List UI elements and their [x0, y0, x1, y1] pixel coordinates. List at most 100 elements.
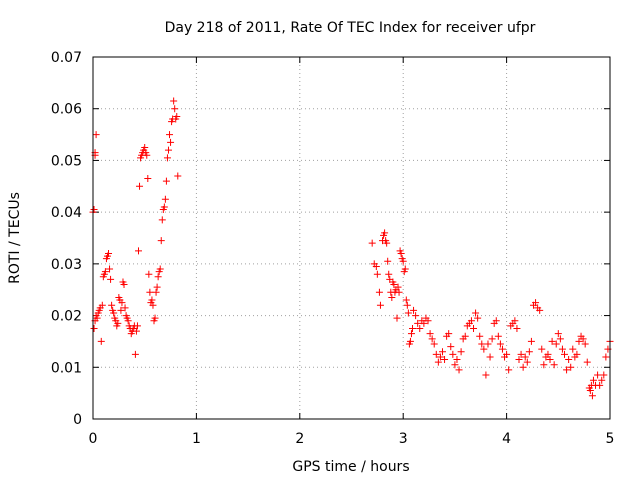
- data-point: [404, 309, 412, 317]
- data-point: [546, 356, 554, 364]
- data-point: [399, 257, 407, 265]
- data-point: [449, 350, 457, 358]
- data-point: [600, 371, 608, 379]
- data-point: [410, 306, 418, 314]
- data-point: [455, 366, 463, 374]
- data-point: [160, 203, 168, 211]
- data-point: [470, 325, 478, 332]
- y-tick-label: 0.02: [51, 309, 82, 325]
- data-point: [173, 112, 181, 120]
- data-point: [416, 325, 424, 332]
- data-point: [453, 356, 461, 364]
- data-point: [420, 319, 428, 327]
- data-point: [90, 206, 98, 214]
- data-point: [488, 335, 496, 343]
- data-point: [414, 319, 422, 327]
- data-point: [503, 350, 511, 358]
- data-point: [594, 371, 602, 379]
- data-point: [602, 353, 610, 361]
- data-point: [162, 177, 170, 185]
- data-point: [558, 345, 566, 353]
- data-point: [556, 335, 564, 343]
- data-point: [554, 330, 562, 338]
- data-point: [108, 301, 116, 309]
- y-tick-label: 0.01: [51, 360, 82, 376]
- data-point: [441, 356, 449, 364]
- x-tick-label: 5: [606, 431, 615, 447]
- data-point: [105, 250, 113, 258]
- data-point: [373, 270, 381, 278]
- data-point: [93, 314, 101, 322]
- data-point: [153, 283, 161, 291]
- grid-lines: [93, 57, 610, 419]
- data-point: [403, 301, 411, 309]
- data-point: [544, 350, 552, 358]
- data-point: [97, 337, 105, 345]
- data-point: [588, 392, 596, 400]
- data-point: [540, 361, 548, 369]
- data-point: [132, 327, 140, 335]
- data-point: [447, 343, 455, 351]
- data-point: [163, 154, 171, 162]
- data-point: [424, 317, 432, 325]
- data-point: [166, 131, 174, 139]
- data-point: [525, 348, 533, 356]
- data-point: [174, 172, 182, 180]
- data-point: [90, 325, 98, 332]
- data-point: [589, 376, 597, 384]
- y-tick-label: 0.05: [51, 153, 82, 169]
- data-point: [498, 345, 506, 353]
- data-point: [144, 175, 152, 183]
- data-point: [401, 265, 409, 273]
- data-point: [438, 348, 446, 356]
- data-point: [581, 340, 589, 348]
- data-point: [517, 350, 525, 358]
- data-point: [598, 376, 606, 384]
- data-point: [131, 350, 139, 358]
- y-tick-label: 0: [73, 412, 82, 428]
- chart-title: Day 218 of 2011, Rate Of TEC Index for r…: [165, 20, 536, 36]
- data-point: [149, 301, 157, 309]
- data-point: [385, 270, 393, 278]
- data-point: [550, 361, 558, 369]
- data-point: [134, 247, 142, 255]
- data-point: [428, 335, 436, 343]
- data-point: [596, 381, 604, 389]
- x-tick-label: 3: [399, 431, 408, 447]
- data-point: [394, 283, 402, 291]
- data-point: [505, 366, 513, 374]
- y-tick-label: 0.07: [51, 50, 82, 66]
- data-point: [368, 239, 376, 247]
- data-point: [146, 288, 154, 296]
- data-point: [521, 353, 529, 361]
- data-point: [409, 325, 417, 332]
- y-tick-label: 0.03: [51, 257, 82, 273]
- tick-labels: 0 1 2 3 4 5 0 0.01 0.02 0.03 0.04 0.05 0.06 0.07: [51, 50, 615, 447]
- data-point: [484, 340, 492, 348]
- y-axis-title: ROTI / TECUs: [7, 192, 23, 284]
- data-point: [586, 387, 594, 395]
- data-point: [579, 335, 587, 343]
- data-point: [426, 330, 434, 338]
- data-point: [110, 309, 118, 317]
- data-point: [397, 250, 405, 258]
- data-point: [167, 138, 175, 146]
- data-point: [430, 340, 438, 348]
- data-point: [467, 317, 475, 325]
- data-point: [515, 356, 523, 364]
- data-point: [478, 340, 486, 348]
- data-point: [117, 306, 125, 314]
- data-point: [565, 356, 573, 364]
- data-point: [402, 296, 410, 304]
- data-point: [372, 262, 380, 270]
- data-point: [384, 257, 392, 265]
- data-point: [474, 314, 482, 322]
- data-point: [575, 337, 583, 345]
- data-point: [141, 144, 149, 151]
- data-point: [151, 314, 159, 322]
- data-point: [161, 195, 169, 203]
- data-point: [156, 265, 164, 273]
- data-point: [121, 304, 129, 312]
- data-point: [494, 332, 502, 340]
- data-points: [89, 97, 614, 400]
